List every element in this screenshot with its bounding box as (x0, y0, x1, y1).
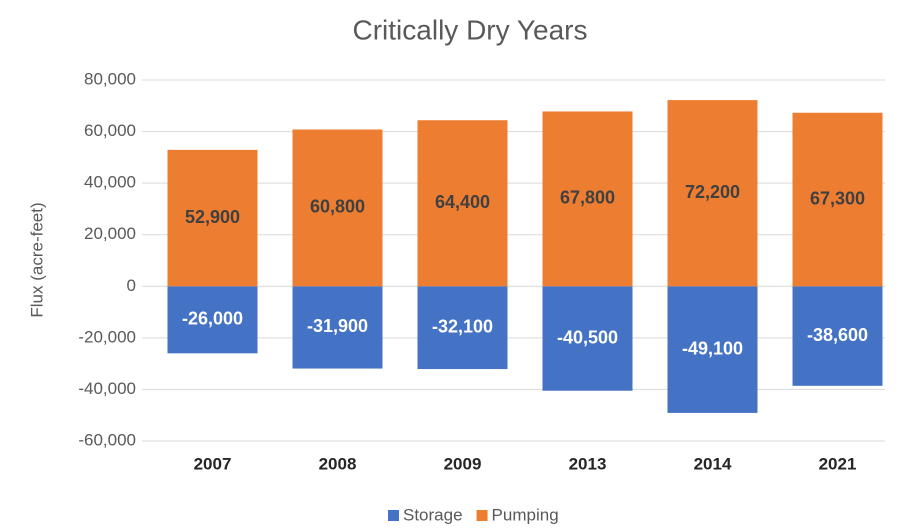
y-tick-label: 20,000 (84, 224, 136, 243)
bar-segment (417, 120, 508, 287)
x-tick-label: 2007 (194, 454, 232, 473)
y-tick-label: 40,000 (84, 173, 136, 192)
data-label: -32,100 (432, 316, 493, 336)
bar-segment (167, 149, 258, 287)
chart-title: Critically Dry Years (353, 14, 588, 45)
bar-segment (792, 112, 883, 287)
legend-label: Storage (403, 505, 463, 524)
x-tick-label: 2014 (694, 454, 732, 473)
y-tick-label: 0 (127, 276, 136, 295)
data-label: -49,100 (682, 338, 743, 358)
data-label: -40,500 (557, 327, 618, 347)
bar-segment (542, 286, 633, 391)
data-label: -31,900 (307, 316, 368, 336)
data-label: 64,400 (435, 192, 490, 212)
data-label: 67,300 (810, 188, 865, 208)
data-label: 52,900 (185, 207, 240, 227)
bar-segment (667, 100, 758, 287)
legend-swatch (388, 510, 399, 521)
y-tick-label: -60,000 (78, 430, 136, 449)
data-label: 67,800 (560, 188, 615, 208)
y-tick-label: -20,000 (78, 327, 136, 346)
data-label: 60,800 (310, 197, 365, 217)
bar-segment (542, 111, 633, 287)
x-tick-label: 2009 (444, 454, 482, 473)
data-label: 72,200 (685, 182, 740, 202)
bar-segment (792, 286, 883, 386)
legend-label: Pumping (492, 505, 559, 524)
bar-segment (667, 286, 758, 413)
x-tick-label: 2013 (569, 454, 607, 473)
bar-segment (292, 129, 383, 287)
x-tick-label: 2008 (319, 454, 357, 473)
y-tick-label: -40,000 (78, 379, 136, 398)
data-label: -38,600 (807, 325, 868, 345)
legend-swatch (476, 510, 488, 521)
y-axis-title: Flux (acre-feet) (27, 202, 46, 317)
y-tick-label: 80,000 (84, 69, 136, 88)
bar-segment (167, 286, 258, 354)
bar-segment (292, 286, 383, 369)
x-tick-label: 2021 (819, 454, 857, 473)
bar-segment (417, 286, 508, 370)
y-tick-label: 60,000 (84, 121, 136, 140)
data-label: -26,000 (182, 309, 243, 329)
